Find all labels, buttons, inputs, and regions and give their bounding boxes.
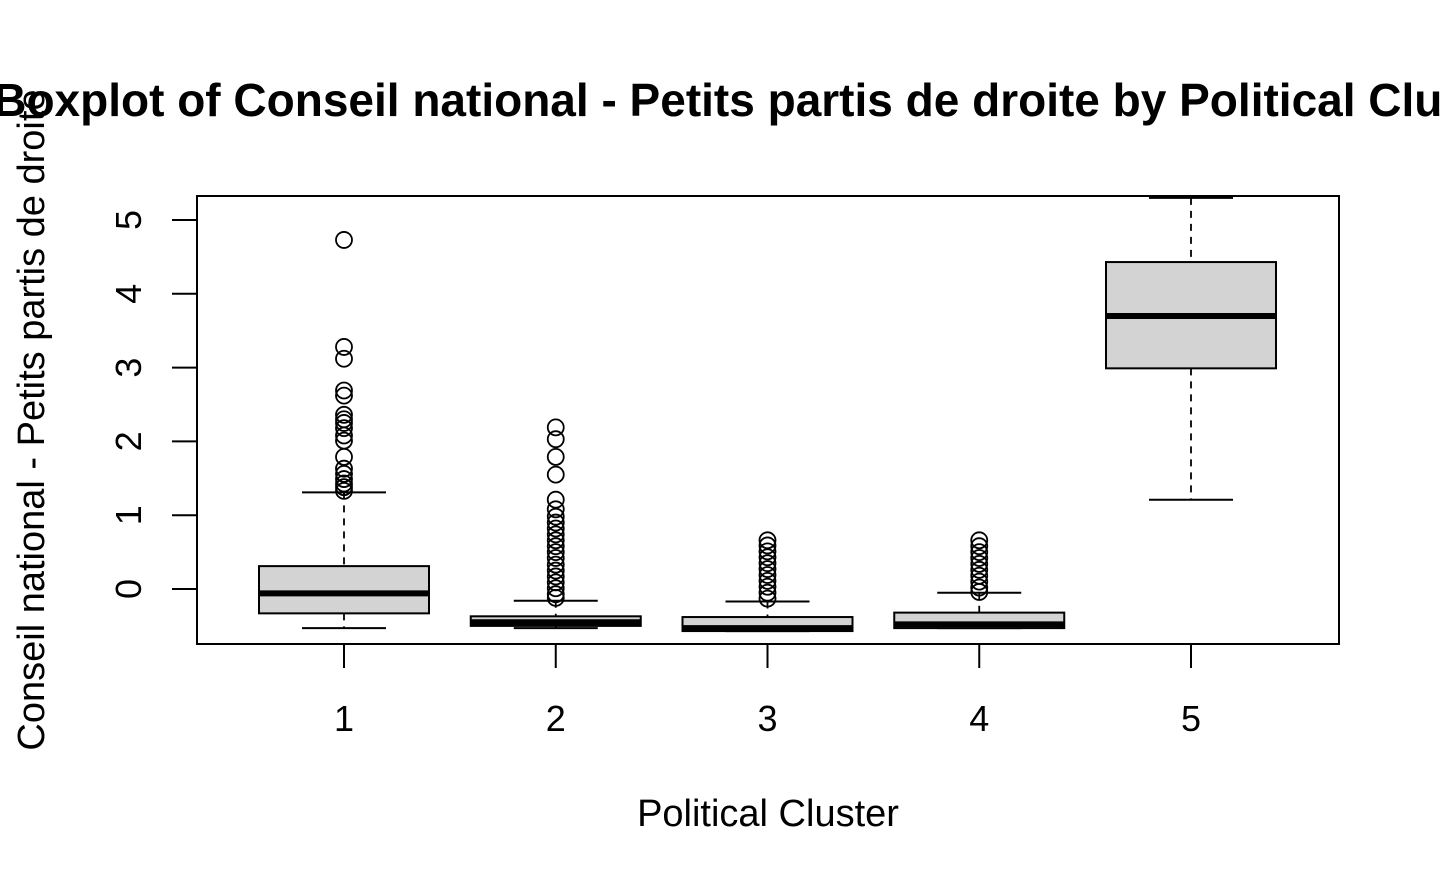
box-5 (1105, 196, 1277, 501)
outlier-2-2 (546, 447, 565, 466)
outlier-3-10 (758, 589, 777, 608)
outlier-3-6 (758, 566, 777, 584)
outlier-2-13 (546, 549, 565, 567)
outlier-2-14 (546, 555, 565, 574)
y-tick-label-2: 2 (108, 431, 149, 451)
y-tick-label-0: 0 (108, 579, 149, 599)
outlier-2-1 (546, 430, 565, 449)
y-tick-label-3: 3 (108, 358, 149, 378)
outlier-4-2 (970, 543, 989, 561)
y-tick-label-5: 5 (108, 210, 149, 230)
outlier-1-14 (335, 470, 353, 488)
outlier-3-3 (758, 548, 777, 567)
outlier-2-16 (546, 567, 565, 586)
outlier-4-4 (970, 555, 989, 573)
outlier-3-1 (758, 536, 777, 555)
outlier-3-7 (758, 571, 777, 590)
boxes-group (258, 196, 1277, 633)
outlier-2-9 (546, 525, 565, 544)
outlier-1-7 (335, 414, 353, 432)
box-2 (469, 418, 642, 630)
outlier-2-11 (546, 537, 565, 556)
outlier-4-8 (970, 578, 989, 597)
x-tick-label-4: 5 (1181, 698, 1201, 739)
outlier-4-1 (970, 537, 989, 556)
x-tick-label-2: 3 (757, 698, 777, 739)
outlier-1-5 (335, 405, 353, 424)
outlier-2-8 (546, 519, 565, 538)
outlier-1-2 (335, 349, 353, 368)
outlier-2-10 (546, 531, 565, 550)
outlier-4-3 (970, 549, 989, 567)
chart-title: Boxplot of Conseil national - Petits par… (0, 74, 1440, 126)
outlier-3-5 (758, 560, 777, 578)
outlier-1-3 (335, 381, 353, 400)
outlier-2-4 (546, 490, 565, 509)
y-tick-label-4: 4 (108, 284, 149, 304)
outlier-4-7 (970, 572, 989, 591)
y-tick-label-1: 1 (108, 505, 149, 525)
box-rect-1 (258, 565, 430, 615)
x-axis: 1 2 3 4 5 (334, 643, 1201, 739)
box-3 (681, 531, 854, 633)
outlier-4-0 (970, 531, 989, 550)
outlier-2-0 (546, 418, 565, 437)
outlier-1-9 (335, 426, 353, 445)
box-1 (258, 231, 430, 630)
outlier-2-3 (546, 465, 565, 484)
x-tick-label-3: 4 (969, 698, 989, 739)
outlier-4-9 (970, 583, 989, 601)
outlier-1-8 (335, 419, 353, 438)
outlier-2-6 (546, 507, 565, 526)
outlier-3-8 (758, 577, 777, 596)
x-tick-label-0: 1 (334, 698, 354, 739)
outlier-2-7 (546, 513, 565, 532)
outlier-1-12 (335, 459, 353, 478)
outlier-2-5 (546, 500, 565, 519)
outlier-3-2 (758, 542, 777, 561)
box-4 (893, 531, 1066, 630)
outlier-3-0 (758, 531, 777, 550)
outlier-1-17 (335, 481, 353, 500)
outlier-2-20 (546, 588, 565, 607)
outlier-1-1 (335, 338, 353, 356)
outlier-4-5 (970, 560, 989, 579)
x-tick-label-1: 2 (546, 698, 566, 739)
outlier-1-13 (335, 464, 353, 483)
x-axis-label: Political Cluster (637, 793, 899, 835)
outlier-3-4 (758, 554, 777, 573)
outlier-2-18 (546, 579, 565, 598)
outlier-2-15 (546, 561, 565, 580)
outlier-1-0 (335, 231, 353, 249)
outlier-1-11 (335, 447, 353, 466)
outlier-2-12 (546, 543, 565, 561)
y-axis-label: Conseil national - Petits partis de droi… (11, 89, 53, 750)
outlier-3-9 (758, 583, 777, 602)
outlier-1-4 (335, 386, 353, 405)
y-axis: 0 1 2 3 4 5 (108, 210, 198, 599)
